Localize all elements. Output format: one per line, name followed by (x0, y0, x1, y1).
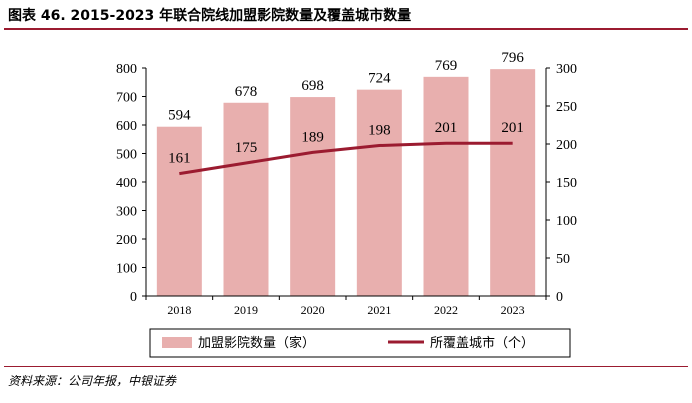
bar-value-label: 594 (168, 108, 191, 124)
y-right-tick-label: 0 (556, 290, 563, 305)
legend-frame (149, 328, 571, 358)
legend: 加盟影院数量（家） 所覆盖城市（个） (149, 328, 571, 358)
bar-value-label: 796 (501, 50, 524, 66)
y-left-tick-label: 0 (130, 290, 137, 305)
line-value-label: 161 (168, 151, 191, 167)
line-value-label: 189 (301, 129, 324, 145)
y-right-tick-label: 200 (556, 138, 577, 153)
bar-2019 (223, 102, 269, 297)
line-value-label: 175 (235, 140, 258, 156)
bar-2018 (156, 126, 202, 297)
y-right-tick-label: 150 (556, 176, 577, 191)
x-tick-label: 2023 (501, 303, 525, 317)
bar-value-label: 678 (235, 84, 258, 100)
legend-line-label: 所覆盖城市（个） (430, 335, 534, 351)
line-series (179, 141, 513, 176)
y-left-tick-label: 100 (116, 262, 137, 277)
bar-2022 (423, 76, 469, 297)
bar-2020 (290, 97, 336, 296)
bar-value-label: 698 (301, 78, 324, 94)
source-note: 资料来源：公司年报，中银证券 (8, 374, 177, 388)
legend-bar-swatch (162, 337, 192, 348)
y-left-tick-label: 700 (116, 91, 137, 106)
y-right-tick-label: 100 (556, 214, 577, 229)
bar-value-label: 724 (368, 71, 391, 87)
line-value-label: 201 (501, 120, 524, 136)
y-left-tick-label: 200 (116, 233, 137, 248)
x-tick-label: 2020 (301, 303, 325, 317)
y-right-tick-label: 250 (556, 100, 577, 115)
line-value-label: 201 (435, 120, 458, 136)
line-value-label: 198 (368, 123, 391, 139)
bar-2023 (490, 69, 536, 296)
x-tick-label: 2022 (434, 303, 458, 317)
y-left-tick-label: 800 (116, 62, 137, 77)
x-tick-label: 2019 (234, 303, 258, 317)
y-right-tick-label: 300 (556, 62, 577, 77)
chart-title: 图表 46. 2015-2023 年联合院线加盟影院数量及覆盖城市数量 (8, 8, 412, 24)
y-left-tick-label: 500 (116, 148, 137, 163)
title-rule (4, 28, 688, 30)
legend-bar-label: 加盟影院数量（家） (198, 335, 315, 351)
y-left-tick-label: 300 (116, 205, 137, 220)
x-tick-label: 2018 (167, 303, 191, 317)
y-left-tick-label: 400 (116, 176, 137, 191)
x-tick-label: 2021 (367, 303, 391, 317)
y-right-tick-label: 50 (556, 252, 570, 267)
source-rule (4, 366, 688, 367)
bar-value-label: 769 (435, 58, 458, 74)
y-left-tick-label: 600 (116, 119, 137, 134)
bar-2021 (356, 89, 402, 296)
